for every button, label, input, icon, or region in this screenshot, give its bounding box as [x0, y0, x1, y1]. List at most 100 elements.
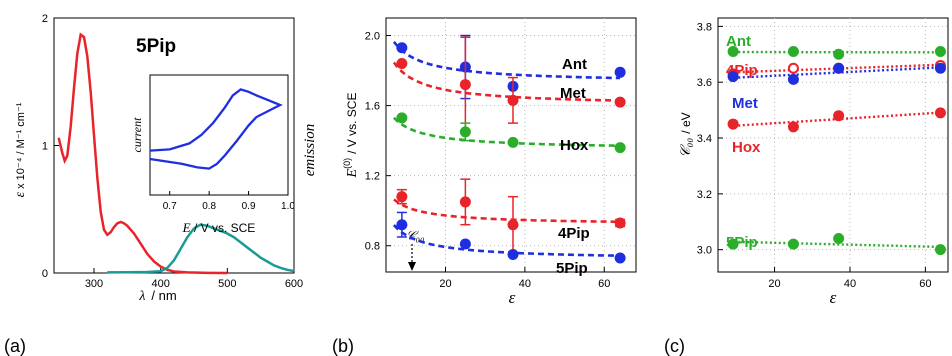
panel-c-frame [717, 17, 949, 273]
xtick-label: 60 [919, 278, 931, 290]
panel-a-ytick-label: 2 [42, 13, 48, 25]
data-point-4pip [614, 217, 626, 229]
panel-a-ylabel-right: emission [302, 124, 318, 177]
inset-frame [149, 74, 289, 196]
panel-a-xtick-label: 500 [218, 278, 236, 290]
series-label-met: Met [560, 85, 586, 102]
series-label-met: Met [732, 95, 758, 112]
inset-xtick-label: 1.0 [281, 201, 295, 212]
data-point-hox [459, 126, 471, 138]
panel-c-letter: (c) [664, 336, 685, 356]
panel-a-ylabel: εx 10⁻⁴ / M⁻¹ cm⁻¹ [13, 102, 28, 197]
data-point-hox [507, 136, 519, 148]
data-point-4pip [396, 191, 408, 203]
series-label-ant: Ant [562, 56, 587, 73]
e00-arrow-head [408, 262, 416, 271]
inset-ylabel: current [130, 117, 144, 153]
panel-b-letter: (b) [332, 336, 354, 356]
data-point-met [459, 79, 471, 91]
panel-a-ytick-label: 1 [42, 141, 48, 153]
series-label-5pip: 5Pip [556, 260, 588, 277]
ytick-label: 1.6 [365, 101, 380, 113]
series-label-ant: Ant [726, 33, 751, 50]
data-point-met [787, 73, 799, 85]
series-label-hox: Hox [560, 137, 589, 154]
data-point-5pip [459, 238, 471, 250]
data-point-hox [727, 118, 739, 130]
data-point-met [614, 96, 626, 108]
ytick-label: 3.6 [697, 77, 712, 89]
panel-c-ylabel: 𝒞₀₀/ eV [679, 112, 694, 157]
data-point-hox [833, 110, 845, 122]
panel-b-xlabel: ε [509, 288, 516, 307]
panel-a-xtick-label: 400 [151, 278, 169, 290]
xtick-label: 40 [844, 278, 856, 290]
data-point-hox [787, 121, 799, 133]
xtick-label: 20 [768, 278, 780, 290]
inset-xlabel: E / V vs. SCE [182, 220, 256, 235]
emission-curve [107, 223, 295, 274]
series-label-4pip: 4Pip [558, 225, 590, 242]
panel-a-xtick-label: 300 [85, 278, 103, 290]
data-point-5pip [507, 248, 519, 260]
panel-b-frame [385, 17, 637, 273]
series-label-hox: Hox [732, 139, 761, 156]
panel-b-potential-chart: 0.8 1.2 1.6 2.0 20 40 60 Ant Met Hox 4Pip 5Pip E(0… [332, 17, 637, 356]
fit-curve-4pip [393, 198, 621, 224]
ytick-label: 1.2 [365, 171, 380, 183]
ytick-label: 0.8 [365, 241, 380, 253]
data-point-ant [833, 48, 845, 60]
panel-c-xlabel: ε [830, 288, 837, 307]
data-point-hox [614, 142, 626, 154]
data-point-ant [934, 45, 946, 57]
data-point-4pip [787, 62, 799, 74]
panel-a-xtick-label: 600 [285, 278, 303, 290]
panel-b-ylabel: E(0)/ V vs. SCE [342, 93, 360, 179]
fit-curve-ant [392, 40, 621, 80]
fit-curve-met [392, 61, 621, 102]
ytick-label: 3.8 [697, 21, 712, 33]
panel-c-energy-chart: 3.03.23.43.63.820 40 60 Ant4PipMetHox5Pip … [664, 17, 949, 356]
data-point-met [507, 94, 519, 106]
data-point-5pip [727, 238, 739, 250]
ytick-label: 3.2 [697, 189, 712, 201]
inset-xtick-label: 0.9 [242, 201, 256, 212]
data-point-ant [396, 42, 408, 54]
e00-annotation: 𝒞₀₀ [406, 228, 425, 243]
data-point-met [833, 62, 845, 74]
panel-a-letter: (a) [4, 336, 26, 356]
data-point-5pip [787, 238, 799, 250]
data-point-met [934, 62, 946, 74]
series-label-5pip: 5Pip [726, 234, 758, 251]
ytick-label: 3.0 [697, 245, 712, 257]
fit-curve-5pip [392, 224, 621, 257]
ytick-label: 3.4 [697, 133, 712, 145]
inset-xtick-label: 0.7 [163, 201, 177, 212]
cv-curve [149, 88, 283, 170]
data-point-ant [727, 45, 739, 57]
panel-a-ytick-label: 0 [42, 268, 48, 280]
data-point-ant [787, 45, 799, 57]
panel-a-title: 5Pip [136, 36, 176, 57]
data-point-met [727, 71, 739, 83]
cyclic-voltammogram-inset: 0.7 0.8 0.9 1.0 current E / V vs. SCE [130, 74, 295, 235]
absorption-curve [57, 32, 228, 275]
data-point-4pip [459, 196, 471, 208]
data-point-5pip [614, 252, 626, 264]
xtick-label: 60 [598, 278, 610, 290]
data-point-5pip [934, 244, 946, 256]
panel-a-xlabel: λ / nm [138, 288, 176, 304]
data-point-hox [396, 112, 408, 124]
data-point-5pip [396, 219, 408, 231]
fit-curve-hox [393, 116, 621, 147]
data-point-4pip [507, 219, 519, 231]
panel-a-spectrum-chart: 0 1 2 300 400 500 600 5Pip 𝒞₀₀ εx 10⁻⁴ / M⁻¹ … [4, 13, 425, 356]
data-point-met [396, 58, 408, 70]
data-point-ant [614, 66, 626, 78]
inset-xtick-label: 0.8 [202, 201, 216, 212]
data-point-hox [934, 107, 946, 119]
xtick-label: 20 [439, 278, 451, 290]
data-point-5pip [833, 233, 845, 245]
ytick-label: 2.0 [365, 31, 380, 43]
